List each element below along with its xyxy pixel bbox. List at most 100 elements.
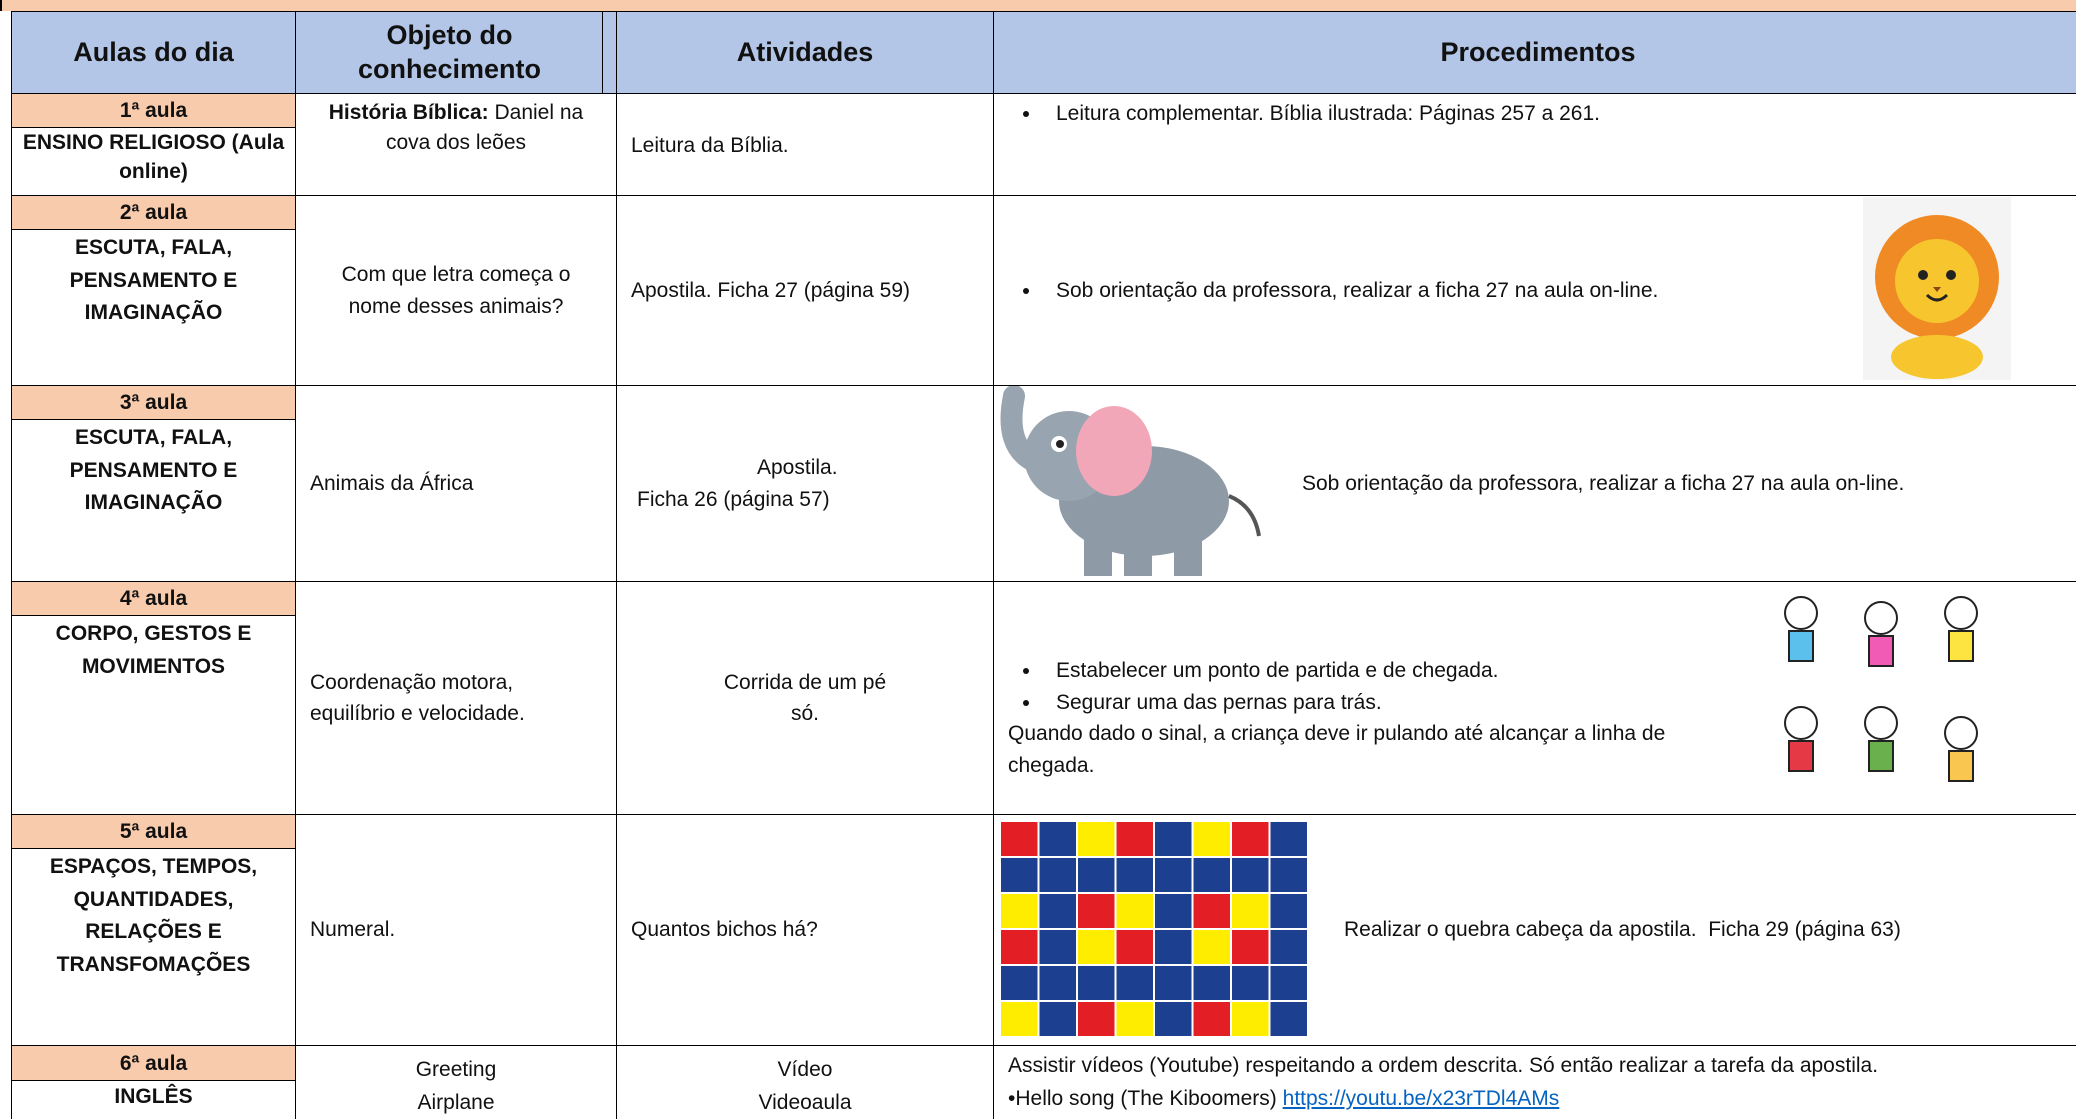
puzzle-piece — [1268, 964, 1308, 1002]
puzzle-piece — [1153, 964, 1194, 1002]
puzzle-piece — [1000, 892, 1040, 930]
puzzle-piece — [1000, 964, 1040, 1002]
activity-cell: Apostila. Ficha 27 (página 59) — [616, 195, 994, 386]
activity-cell: Vídeo Videoaula — [616, 1045, 994, 1119]
object: Com que letra começa o nome desses anima… — [341, 263, 571, 318]
procedure-cell: Assistir vídeos (Youtube) respeitando a … — [993, 1045, 2076, 1119]
puzzle-piece — [1268, 892, 1308, 930]
puzzle-piece — [1191, 892, 1232, 930]
object-cell: Greeting Airplane — [295, 1045, 617, 1119]
object: Coordenação motora, equilíbrio e velocid… — [310, 670, 525, 726]
object: Numeral. — [310, 918, 396, 942]
puzzle-piece — [1114, 1000, 1155, 1037]
top-strip — [0, 0, 2076, 11]
procedure-cell: Leitura complementar. Bíblia ilustrada: … — [993, 93, 2076, 196]
puzzle-piece — [1153, 856, 1194, 894]
object: Animais da África — [310, 471, 474, 495]
puzzle-piece — [1037, 856, 1078, 894]
puzzle-piece — [1191, 928, 1232, 966]
activity: Apostila. — [757, 456, 838, 479]
object: História Bíblica: Daniel na cova dos leõ… — [310, 98, 602, 159]
activity: Videoaula — [758, 1090, 852, 1114]
activity-cell: Quantos bichos há? — [616, 814, 994, 1046]
puzzle-piece — [1000, 856, 1040, 894]
header-cell: Objeto do conhecimento — [295, 11, 604, 94]
puzzle-piece — [1000, 1000, 1040, 1037]
subject: INGLÊS — [11, 1080, 296, 1119]
lion-image — [1863, 197, 2011, 380]
puzzle-piece — [1230, 1000, 1271, 1037]
procedure: •Hello song (The Kiboomers) — [1008, 1086, 1277, 1110]
puzzle-piece — [1076, 928, 1117, 966]
puzzle-piece — [1268, 928, 1308, 966]
header-text: Aulas do dia — [73, 36, 234, 67]
puzzle-piece — [1230, 928, 1271, 966]
puzzle-piece — [1037, 821, 1078, 858]
puzzle-piece — [1037, 892, 1078, 930]
puzzle-piece — [1153, 892, 1194, 930]
object-cell: História Bíblica: Daniel na cova dos leõ… — [295, 93, 617, 196]
object-text: Daniel na cova dos leões — [385, 101, 584, 155]
puzzle-piece — [1076, 1000, 1117, 1037]
header-divider — [602, 11, 617, 94]
puzzle-piece — [1191, 856, 1232, 894]
puzzle-piece — [1076, 964, 1117, 1002]
puzzle-piece — [1153, 1000, 1194, 1037]
kids-image — [1784, 596, 1978, 782]
puzzle-piece — [1076, 892, 1117, 930]
puzzle-piece — [1037, 1000, 1078, 1037]
puzzle-piece — [1076, 821, 1117, 858]
puzzle-piece — [1037, 928, 1078, 966]
puzzle-piece — [1268, 821, 1308, 858]
activity: Ficha 26 (página 57) — [637, 487, 830, 511]
subject: ESCUTA, FALA, PENSAMENTO E IMAGINAÇÃO — [11, 229, 296, 386]
puzzle-piece — [1191, 1000, 1232, 1037]
procedure: Assistir vídeos (Youtube) respeitando a … — [1008, 1054, 1879, 1077]
header-text: Atividades — [736, 36, 874, 67]
activity: Corrida de um pé só. — [723, 670, 887, 726]
lesson-label: 3ª aula — [11, 385, 296, 420]
puzzle-piece — [1230, 821, 1271, 858]
lesson-label: 5ª aula — [11, 814, 296, 849]
procedure: Segurar uma das pernas para trás. — [1042, 687, 2076, 719]
procedure: Leitura complementar. Bíblia ilustrada: … — [1042, 98, 2076, 130]
puzzle-piece — [1230, 892, 1271, 930]
lesson-label: 4ª aula — [11, 581, 296, 616]
procedure: Quando dado o sinal, a criança deve ir p… — [1008, 722, 1666, 777]
puzzle-piece — [1000, 928, 1040, 966]
puzzle-piece — [1000, 821, 1040, 858]
object-cell: Numeral. — [295, 814, 617, 1046]
puzzle-piece — [1114, 964, 1155, 1002]
lesson-label: 6ª aula — [11, 1045, 296, 1081]
puzzle-piece — [1114, 892, 1155, 930]
object-cell: Com que letra começa o nome desses anima… — [295, 195, 617, 386]
procedure-cell: Estabelecer um ponto de partida e de che… — [993, 581, 2076, 815]
activity-cell: Corrida de um pé só. — [616, 581, 994, 815]
object-cell: Coordenação motora, equilíbrio e velocid… — [295, 581, 617, 815]
puzzle-image — [1000, 821, 1308, 1037]
puzzle-piece — [1114, 821, 1155, 858]
puzzle-piece — [1268, 856, 1308, 894]
video-link[interactable]: https://youtu.be/x23rTDl4AMs — [1282, 1086, 1560, 1110]
puzzle-piece — [1268, 1000, 1308, 1037]
activity: Vídeo — [777, 1058, 833, 1081]
puzzle-piece — [1191, 821, 1232, 858]
puzzle-piece — [1191, 964, 1232, 1002]
lesson-label: 1ª aula — [11, 93, 296, 128]
elephant-image — [1000, 386, 1261, 576]
procedure: Realizar o quebra cabeça da apostila. Fi… — [1344, 918, 1901, 942]
header-text: Procedimentos — [1440, 36, 1636, 67]
puzzle-piece — [1076, 856, 1117, 894]
subject: ESCUTA, FALA, PENSAMENTO E IMAGINAÇÃO — [11, 419, 296, 582]
puzzle-piece — [1153, 821, 1194, 858]
procedure: Estabelecer um ponto de partida e de che… — [1042, 655, 2076, 687]
header-cell: Aulas do dia — [11, 11, 296, 94]
procedure: Sob orientação da professora, realizar a… — [1042, 275, 2076, 307]
procedure: Sob orientação da professora, realizar a… — [1302, 471, 1905, 495]
puzzle-piece — [1114, 856, 1155, 894]
header-cell: Procedimentos — [993, 11, 2076, 94]
puzzle-piece — [1114, 928, 1155, 966]
subject: CORPO, GESTOS E MOVIMENTOS — [11, 615, 296, 815]
puzzle-piece — [1153, 928, 1194, 966]
